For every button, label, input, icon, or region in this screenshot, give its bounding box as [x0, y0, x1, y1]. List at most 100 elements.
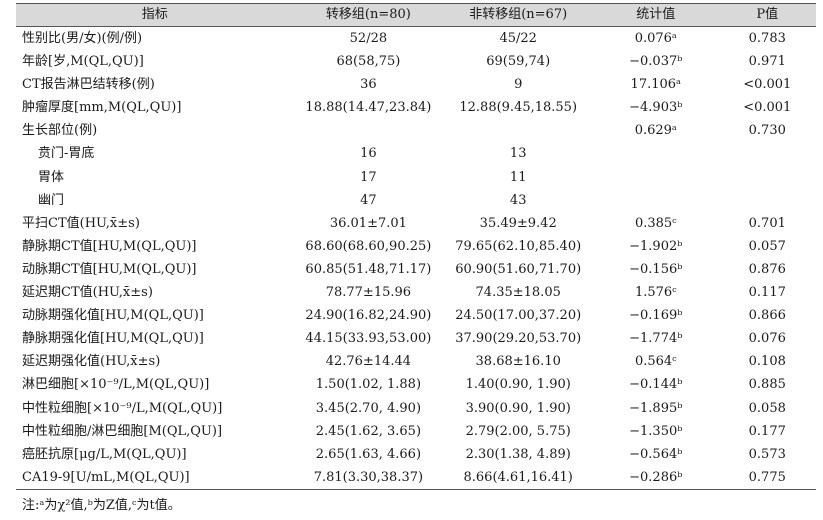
table-cell: 8.66(4.61,16.41) — [443, 465, 594, 490]
row-label: 动脉期强化值[HU,M(QL,QU)] — [22, 308, 204, 324]
table-cell: −1.902ᵇ — [629, 238, 683, 254]
table-cell: 52/28 — [349, 31, 388, 46]
table-cell: 0.564ᶜ — [634, 354, 677, 370]
table-row: 静脉期CT值[HU,M(QL,QU)] 68.60(68.60,90.25) 79.… — [16, 235, 816, 258]
row-label: CA19-9[U/mL,M(QL,QU)] — [16, 465, 294, 490]
row-label: 平扫CT值(HU,x̄±s) — [22, 215, 140, 231]
table-cell: 0.885 — [748, 377, 786, 393]
table-cell: −1.895ᵇ — [629, 400, 683, 416]
table-row: 静脉期强化值[HU,M(QL,QU)] 44.15(33.93,53.00) 37.… — [16, 327, 816, 350]
table-cell — [719, 166, 817, 189]
table-cell: 2.65(1.63, 4.66) — [315, 446, 422, 462]
table-cell — [443, 119, 593, 142]
table-cell: 0.775 — [718, 465, 816, 490]
table-cell: 0.876 — [748, 261, 786, 277]
table-cell: 0.108 — [748, 354, 786, 370]
table-row: 性别比(男/女)(例/例) 52/28 45/22 0.076ᵃ 0.783 — [16, 27, 816, 51]
table-cell: −1.350ᵇ — [629, 423, 683, 439]
table-cell: −0.286ᵇ — [593, 465, 719, 490]
table-row: 中性粒细胞/淋巴细胞[M(QL,QU)] 2.45(1.62, 3.65) 2.79… — [16, 420, 816, 443]
table-body: 性别比(男/女)(例/例) 52/28 45/22 0.076ᵃ 0.783 年龄[岁,M… — [16, 27, 816, 490]
table-row: 幽门 47 43 — [16, 189, 816, 212]
row-label: 中性粒细胞/淋巴细胞[M(QL,QU)] — [22, 423, 223, 439]
row-label: 淋巴细胞[×10⁻⁹/L,M(QL,QU)] — [22, 377, 210, 393]
table-cell: 24.50(17.00,37.20) — [455, 308, 582, 324]
table-cell: <0.001 — [743, 100, 792, 116]
table-cell: 74.35±18.05 — [475, 285, 561, 301]
row-label: 静脉期强化值[HU,M(QL,QU)] — [22, 331, 204, 347]
table-cell: 43 — [509, 192, 527, 208]
column-header: P值 — [718, 3, 816, 27]
row-label: 生长部位(例) — [22, 123, 98, 139]
table-row: 延迟期强化值(HU,x̄±s) 42.76±14.44 38.68±16.10 0.5… — [16, 350, 816, 373]
table-cell: 7.81(3.30,38.37) — [293, 465, 444, 490]
table-cell: 9 — [514, 77, 523, 93]
table-row: 贲门-胃底 16 13 — [16, 142, 816, 165]
table-cell: 0.573 — [748, 446, 786, 462]
row-label: 性别比(男/女)(例/例) — [22, 31, 143, 46]
table-cell: 2.30(1.38, 4.89) — [465, 446, 571, 462]
table-row: 平扫CT值(HU,x̄±s) 36.01±7.01 35.49±9.42 0.385ᶜ… — [16, 212, 816, 235]
table-cell: 47 — [360, 192, 377, 208]
table-cell: 0.730 — [748, 123, 786, 139]
table-cell: 38.68±16.10 — [475, 354, 561, 370]
table-cell: 0.057 — [748, 238, 786, 254]
table-cell: 0.385ᶜ — [634, 215, 677, 231]
table-cell: 0.076 — [748, 331, 786, 347]
column-header: 非转移组(n=67) — [443, 3, 594, 27]
table-cell: 60.90(51.60,71.70) — [455, 261, 582, 277]
table-row: 年龄[岁,M(QL,QU)] 68(58,75) 69(59,74) −0.037ᵇ 0… — [16, 50, 816, 73]
table-cell: 12.88(9.45,18.55) — [459, 100, 578, 116]
table-cell: 37.90(29.20,53.70) — [455, 331, 582, 347]
table-cell: 36 — [360, 77, 377, 93]
header-row: 指标 转移组(n=80) 非转移组(n=67) 统计值 P值 — [16, 3, 816, 27]
table-cell: 0.701 — [748, 215, 786, 231]
row-label: 静脉期CT值[HU,M(QL,QU)] — [22, 238, 197, 254]
table-cell — [593, 142, 718, 165]
table-cell: 0.629ᵃ — [634, 123, 677, 139]
table-cell: 44.15(33.93,53.00) — [305, 331, 432, 347]
table-cell: 0.971 — [748, 54, 786, 70]
table-row: 中性粒细胞[×10⁻⁹/L,M(QL,QU)] 3.45(2.70, 4.90) 3… — [16, 397, 816, 420]
table-cell: −0.564ᵇ — [629, 446, 683, 462]
table-cell: −4.903ᵇ — [629, 100, 683, 116]
table-row: CA19-9[U/mL,M(QL,QU)] 7.81(3.30,38.37) 8.6… — [16, 465, 816, 490]
row-label: 年龄[岁,M(QL,QU)] — [22, 54, 144, 70]
table-cell: <0.001 — [743, 77, 792, 93]
table-cell: 79.65(62.10,85.40) — [455, 238, 582, 254]
column-header: 统计值 — [593, 3, 719, 27]
table-cell: 24.90(16.82,24.90) — [305, 308, 432, 324]
table-cell — [719, 142, 817, 165]
table-cell: 0.058 — [748, 400, 786, 416]
table-cell: 11 — [509, 169, 527, 185]
table-note: 注:ᵃ为χ²值,ᵇ为Z值,ᶜ为t值。 — [22, 498, 181, 513]
table-header: 指标 转移组(n=80) 非转移组(n=67) 统计值 P值 — [16, 3, 816, 27]
table-cell: 13 — [509, 146, 527, 162]
table-cell: 1.50(1.02, 1.88) — [315, 377, 422, 393]
column-header: 指标 — [16, 3, 294, 27]
table-cell: 2.45(1.62, 3.65) — [315, 423, 422, 439]
table-cell: 1.40(0.90, 1.90) — [465, 377, 571, 393]
row-label: 动脉期CT值[HU,M(QL,QU)] — [22, 261, 197, 277]
table-cell: −0.144ᵇ — [629, 377, 683, 393]
table-cell: 0.866 — [748, 308, 786, 324]
table-row: 淋巴细胞[×10⁻⁹/L,M(QL,QU)] 1.50(1.02, 1.88) 1.… — [16, 373, 816, 396]
table-cell: 0.783 — [748, 31, 786, 46]
table-cell: 68(58,75) — [336, 54, 401, 70]
table-cell — [293, 119, 443, 142]
row-label: 癌胚抗原[μg/L,M(QL,QU)] — [22, 446, 187, 462]
row-label: 幽门 — [38, 192, 65, 208]
row-label: CT报告淋巴结转移(例) — [22, 77, 155, 93]
table-cell: 1.576ᶜ — [634, 285, 677, 301]
table-cell: 0.076ᵃ — [634, 31, 677, 46]
table-cell: 35.49±9.42 — [479, 215, 557, 231]
table-row: 动脉期强化值[HU,M(QL,QU)] 24.90(16.82,24.90) 24.… — [16, 304, 816, 327]
row-label: 胃体 — [38, 169, 65, 185]
row-label: 中性粒细胞[×10⁻⁹/L,M(QL,QU)] — [22, 400, 223, 416]
table-cell: −1.774ᵇ — [629, 331, 683, 347]
table-cell: −0.037ᵇ — [629, 54, 683, 70]
table-cell — [719, 189, 817, 212]
table-cell: 18.88(14.47,23.84) — [305, 100, 432, 116]
table-cell: 17.106ᵃ — [630, 77, 682, 93]
row-label: 延迟期强化值(HU,x̄±s) — [22, 354, 161, 370]
